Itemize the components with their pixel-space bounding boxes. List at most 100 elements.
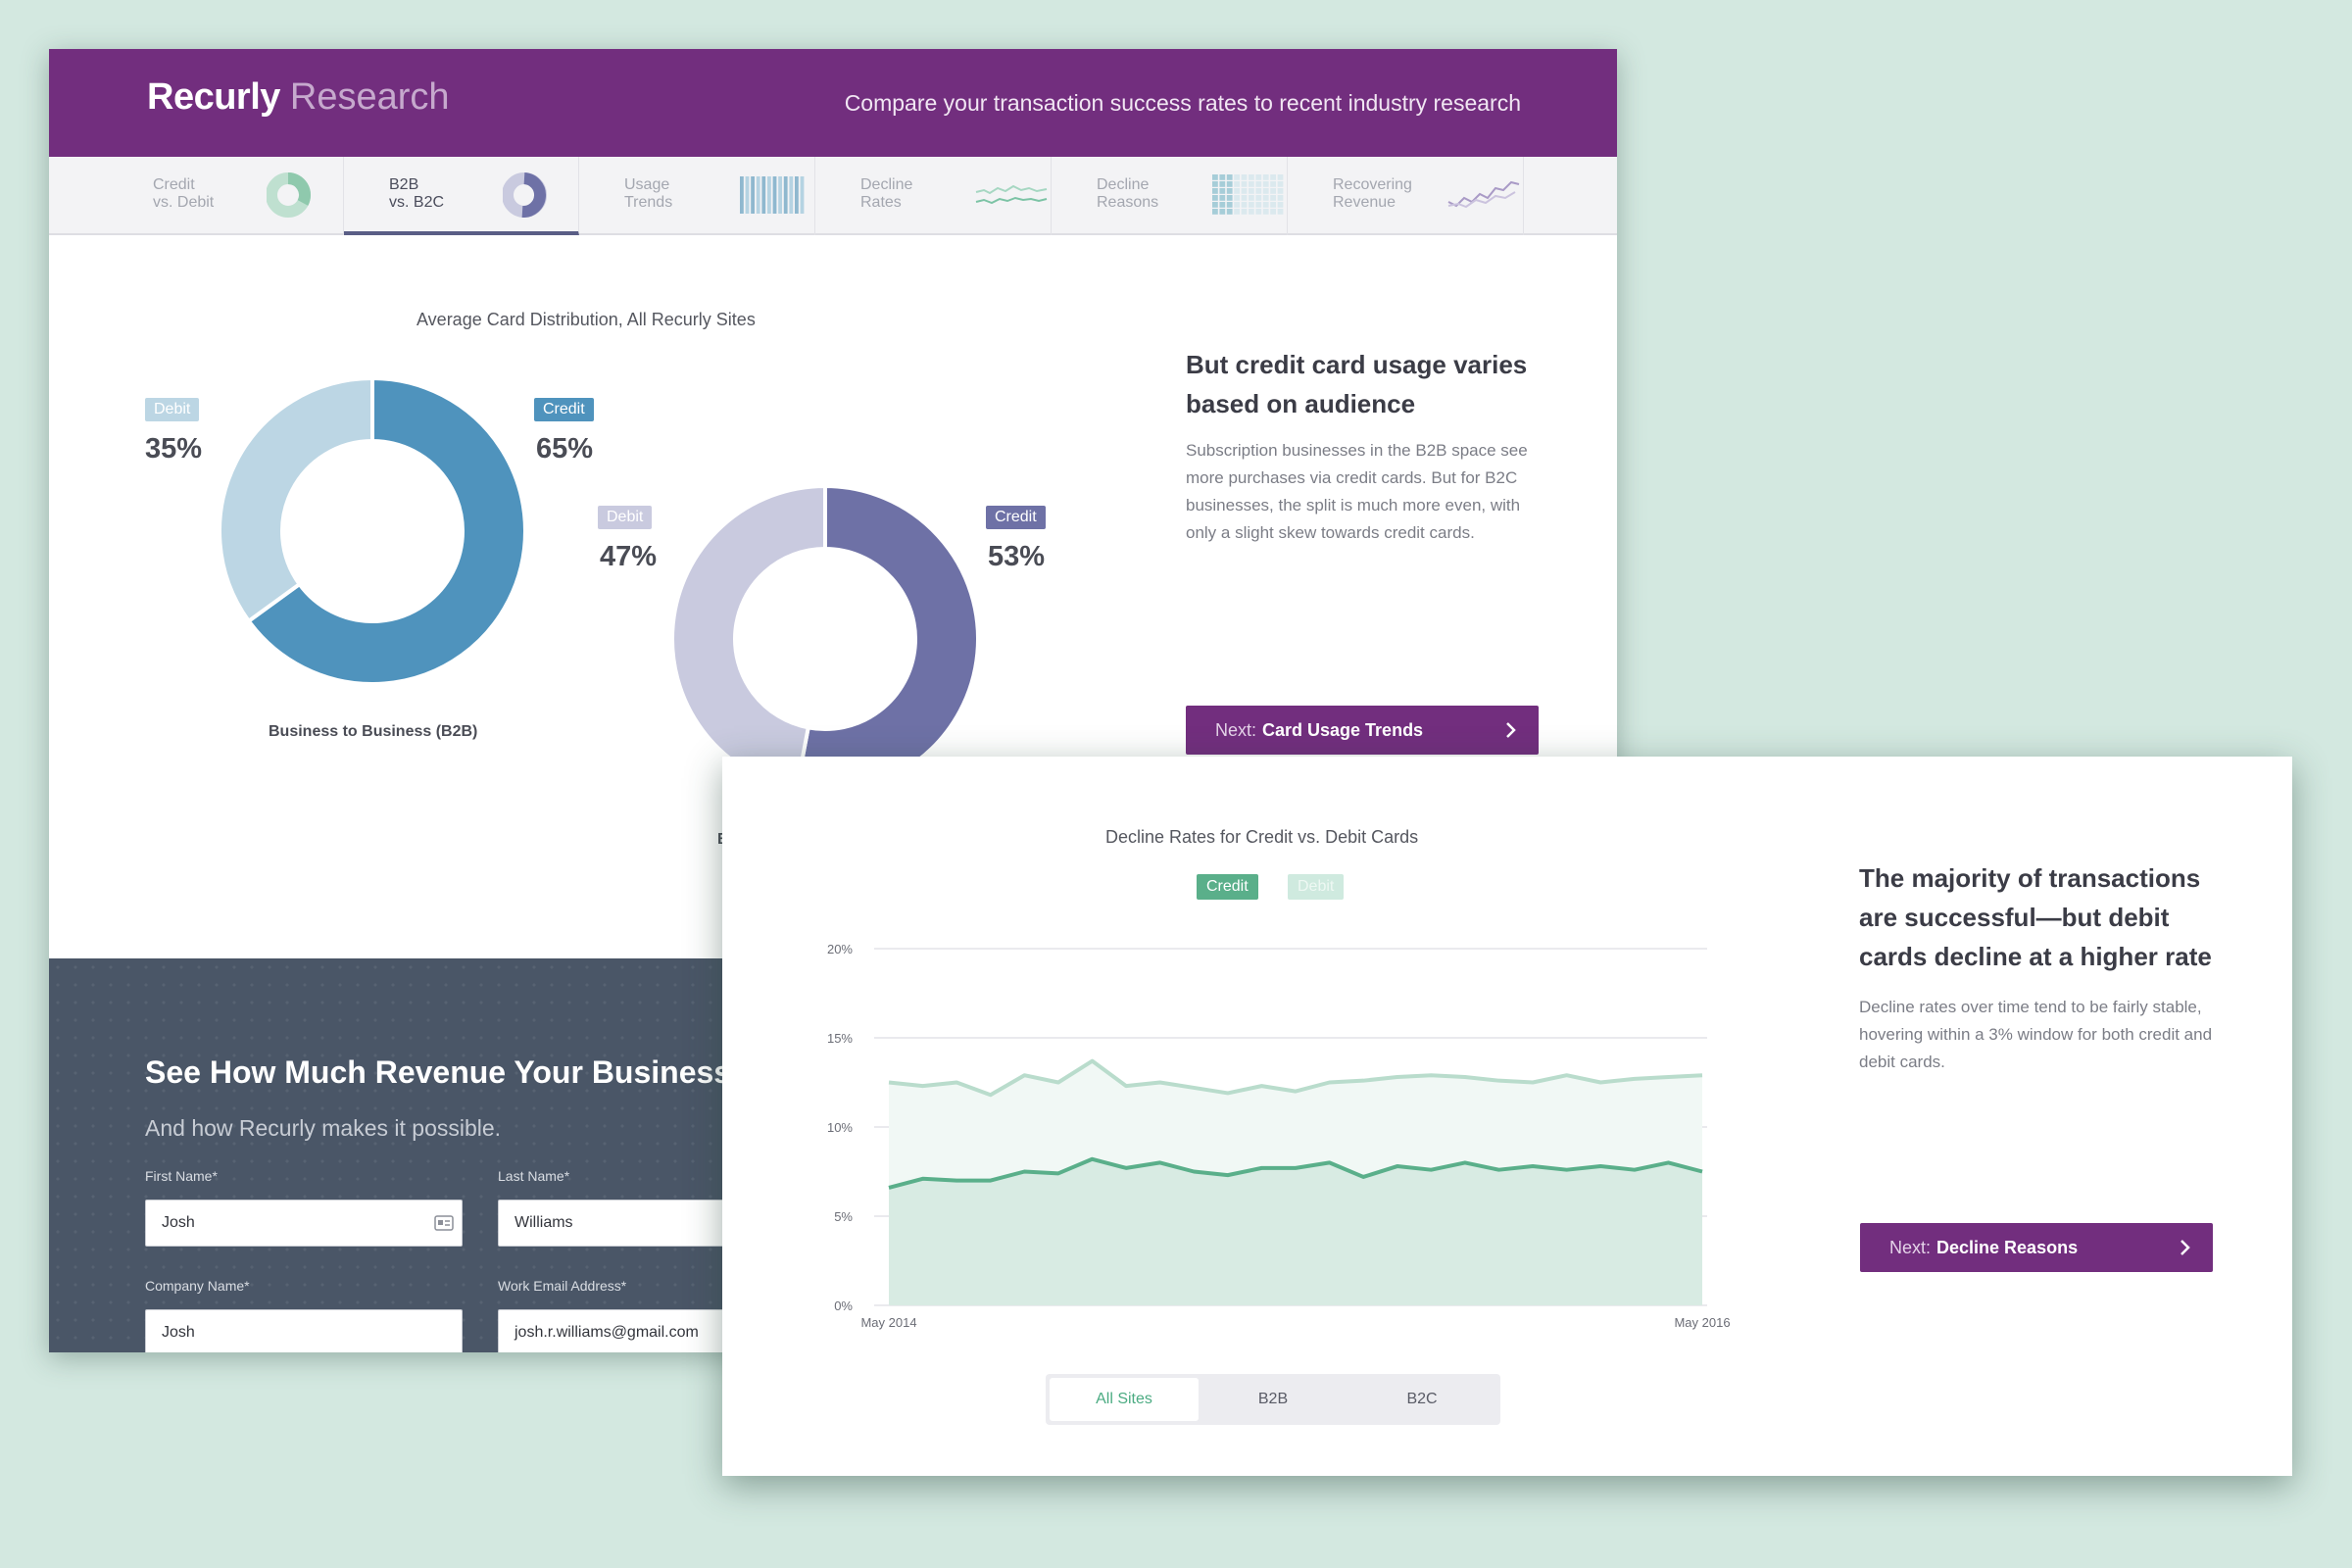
x-tick-label: May 2014 (860, 1315, 916, 1330)
thumb-cell (1241, 174, 1248, 180)
thumb-cell (1241, 209, 1248, 215)
b2b-credit-label: Credit (534, 398, 594, 421)
thumb-cell (1219, 202, 1226, 208)
header-bar: Recurly Research Compare your transaction… (49, 49, 1617, 157)
first-name-field[interactable]: Josh (145, 1200, 463, 1247)
debit-line (888, 1058, 1703, 1098)
thumb-bar (751, 176, 755, 214)
tab-label-line2: vs. B2C (389, 194, 445, 211)
b2b-caption: Business to Business (B2B) (269, 723, 478, 740)
work-email-label: Work Email Address* (498, 1278, 627, 1294)
thumb-cell (1262, 209, 1269, 215)
thumb-cell (1255, 174, 1262, 180)
decline-rates-window: Decline Rates for Credit vs. Debit Cards… (722, 757, 2292, 1476)
filter-b2b[interactable]: B2B (1257, 1391, 1289, 1407)
thumb-cell (1270, 174, 1276, 180)
tab-label-line2: Reasons (1097, 194, 1159, 211)
thumb-cell (1262, 202, 1269, 208)
tab-recovering-revenue[interactable]: Recovering Revenue (1288, 157, 1524, 235)
thumb-cell (1277, 174, 1284, 180)
header-tagline: Compare your transaction success rates t… (844, 90, 1521, 116)
tab-label-line1: Recovering (1333, 176, 1412, 193)
last-name-label: Last Name* (498, 1168, 570, 1184)
next-label: Decline Reasons (1936, 1237, 2079, 1257)
thumb-cell (1249, 181, 1254, 187)
thumb-cell (1226, 195, 1233, 201)
legend-debit-button[interactable]: Debit (1288, 874, 1345, 900)
tab-decline-rates[interactable]: Decline Rates (815, 157, 1052, 235)
thumb-cell (1255, 181, 1262, 187)
thumb-cell (1249, 209, 1254, 215)
thumb-cell (1219, 209, 1226, 215)
thumb-cell (1249, 202, 1254, 208)
thumb-bar (783, 176, 788, 214)
b2c-donut-chart (670, 484, 980, 794)
thumb-cell (1262, 195, 1269, 201)
tab-decline-reasons[interactable]: Decline Reasons (1052, 157, 1288, 235)
b2c-debit-label: Debit (598, 506, 653, 529)
tab-label: Decline Reasons (1097, 176, 1204, 212)
b2c-debit-slice (670, 484, 827, 792)
thumb-cell (1234, 209, 1240, 215)
y-tick-label: 20% (827, 942, 853, 956)
filter-b2c[interactable]: B2C (1406, 1391, 1438, 1407)
company-name-field[interactable]: Josh (145, 1309, 463, 1352)
thumb-bar (756, 176, 760, 214)
tab-label-line1: Decline (1097, 176, 1150, 193)
thumb-cell (1241, 202, 1248, 208)
tab-credit-vs-debit[interactable]: Credit vs. Debit (108, 157, 344, 235)
thumb-cell (1212, 195, 1218, 201)
filter-all-sites[interactable]: All Sites (1050, 1378, 1199, 1421)
tab-usage-trends[interactable]: Usage Trends (579, 157, 815, 235)
next-label: Card Usage Trends (1262, 719, 1424, 740)
thumb-cell (1262, 181, 1269, 187)
thumb-bar (795, 176, 799, 214)
b2c-credit-label: Credit (986, 506, 1046, 529)
y-tick-label: 5% (834, 1209, 853, 1224)
thumb-cell (1234, 202, 1240, 208)
y-tick-label: 0% (834, 1298, 853, 1313)
last-name-value: Williams (514, 1214, 573, 1231)
thumb-cell (1212, 209, 1218, 215)
next-decline-reasons-button[interactable]: Next: Decline Reasons (1860, 1223, 2213, 1272)
thumb-bar (767, 176, 771, 214)
trend-thumb-icon (1447, 180, 1520, 209)
thumb-cell (1212, 174, 1218, 180)
thumb-cell (1219, 181, 1226, 187)
logo-primary: Recurly (147, 76, 280, 118)
company-name-label: Company Name* (145, 1278, 250, 1294)
thumb-cell (1241, 188, 1248, 194)
distribution-title: Average Card Distribution, All Recurly S… (416, 310, 756, 329)
thumb-cell (1277, 181, 1284, 187)
thumb-cell (1277, 209, 1284, 215)
credit-line (888, 1156, 1703, 1190)
logo-secondary: Research (289, 76, 450, 118)
next-card-usage-button[interactable]: Next: Card Usage Trends (1186, 706, 1539, 755)
b2b-side-body: Subscription businesses in the B2B space… (1186, 441, 1528, 542)
contact-card-icon[interactable] (434, 1214, 454, 1232)
grid-thumb-icon (1212, 174, 1284, 215)
tab-b2b-vs-b2c[interactable]: B2B vs. B2C (344, 157, 579, 235)
site-filter: All Sites B2B B2C (1046, 1374, 1500, 1425)
chevron-right-icon (1506, 722, 1516, 738)
thumb-cell (1249, 174, 1254, 180)
tab-label-line2: Trends (624, 194, 673, 211)
legend-credit-button[interactable]: Credit (1197, 874, 1258, 900)
tab-label: Decline Rates (860, 176, 968, 212)
credit-area (889, 1158, 1702, 1305)
thumb-cell (1270, 202, 1276, 208)
donut-thumb-icon (267, 172, 311, 218)
thumb-cell (1249, 188, 1254, 194)
thumb-cell (1219, 195, 1226, 201)
thumb-cell (1241, 195, 1248, 201)
thumb-cell (1270, 195, 1276, 201)
next-prefix: Next: (1889, 1237, 1932, 1257)
y-tick-label: 10% (827, 1120, 853, 1135)
x-tick-label: May 2016 (1674, 1315, 1730, 1330)
logo[interactable]: Recurly Research (147, 76, 450, 119)
thumb-bar (772, 176, 777, 214)
thumb-cell (1277, 195, 1284, 201)
tab-label-line1: Credit (153, 176, 195, 193)
thumb-cell (1255, 195, 1262, 201)
tab-label-line2: Rates (860, 194, 902, 211)
